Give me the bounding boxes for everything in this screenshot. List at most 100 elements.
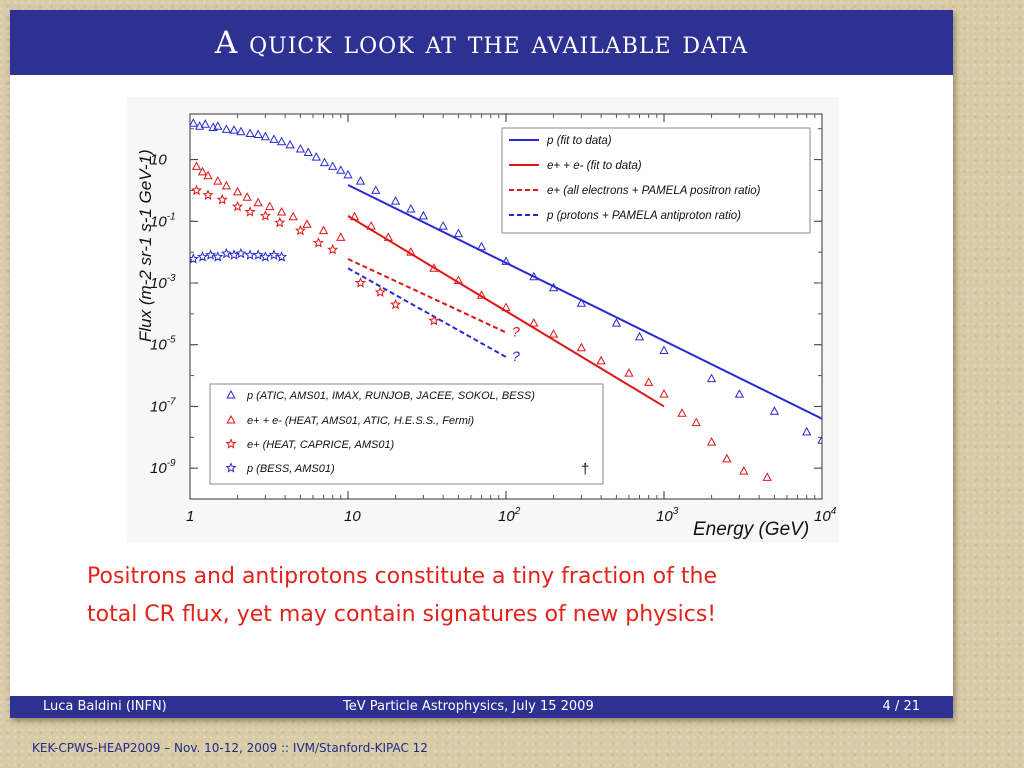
data-point-series-0: [371, 185, 381, 194]
caption: Positrons and antiprotons constitute a t…: [87, 558, 867, 634]
data-point-series-1: [276, 206, 287, 216]
data-point-series-1: [302, 219, 312, 228]
data-point-series-0: [285, 139, 295, 149]
data-point-series-0: [295, 143, 306, 153]
caption-line-2: total CR flux, yet may contain signature…: [87, 602, 717, 627]
data-point-series-0: [438, 221, 448, 230]
data-point-series-1: [691, 417, 701, 427]
fit-line-1: [347, 215, 665, 408]
bottom-credit: KEK-CPWS-HEAP2009 – Nov. 10-12, 2009 :: …: [32, 741, 428, 755]
data-point-series-3: [228, 249, 240, 260]
legend-data-antiproton: p (BESS, AMS01): [246, 463, 335, 475]
data-point-series-2: [202, 189, 214, 200]
data-point-series-2: [244, 206, 256, 217]
data-point-series-1: [336, 232, 346, 241]
caption-line-1: Positrons and antiprotons constitute a t…: [87, 564, 717, 589]
data-point-series-1: [242, 192, 252, 201]
x-tick-label: 104: [814, 506, 837, 525]
data-point-series-3: [220, 247, 232, 259]
data-point-series-1: [429, 263, 439, 272]
data-points: [190, 118, 822, 481]
data-point-series-3: [205, 249, 217, 260]
data-point-series-3: [252, 249, 264, 260]
y-tick-label: 10-7: [150, 396, 176, 415]
data-point-series-3: [276, 251, 288, 262]
data-point-series-0: [501, 256, 511, 265]
data-point-series-1: [576, 342, 587, 352]
data-point-series-0: [343, 169, 353, 179]
data-point-series-1: [644, 377, 654, 386]
data-point-series-1: [406, 247, 416, 256]
data-point-series-0: [213, 121, 223, 130]
data-point-series-1: [366, 221, 376, 230]
data-point-series-0: [303, 147, 313, 156]
legend-data-ee: e+ + e- (HEAT, AMS01, ATIC, H.E.S.S., Fe…: [247, 415, 474, 427]
footer-event: TeV Particle Astrophysics, July 15 2009: [343, 699, 594, 714]
data-point-series-0: [529, 271, 539, 281]
data-point-series-0: [355, 176, 366, 185]
data-point-series-0: [769, 406, 780, 415]
legend-fit-p: p (fit to data): [546, 135, 612, 147]
data-point-series-2: [374, 286, 386, 297]
data-point-series-0: [390, 196, 401, 205]
data-point-series-0: [194, 121, 205, 130]
slide: A quick look at the available data 1 10 10…: [10, 10, 953, 718]
data-point-series-0: [190, 118, 198, 127]
data-point-series-0: [328, 161, 338, 170]
data-point-series-0: [734, 389, 745, 398]
data-point-series-0: [276, 136, 287, 146]
legend-data-p: p (ATIC, AMS01, IMAX, RUNJOB, JACEE, SOK…: [246, 390, 535, 402]
data-point-series-1: [232, 186, 243, 196]
x-tick-label: 103: [656, 506, 679, 525]
data-point-series-0: [476, 241, 487, 251]
y-tick-label: 10-9: [150, 458, 176, 477]
data-point-series-0: [229, 125, 239, 134]
footer-author: Luca Baldini (INFN): [43, 699, 167, 714]
data-point-series-1: [722, 453, 732, 463]
data-point-series-0: [253, 129, 263, 138]
dagger-annotation: †: [581, 461, 589, 478]
footer-page-number: 4 / 21: [882, 699, 920, 714]
data-point-series-1: [213, 176, 223, 185]
data-point-series-1: [318, 225, 329, 235]
data-point-series-0: [236, 126, 246, 136]
data-point-series-0: [576, 298, 587, 307]
data-point-series-1: [596, 355, 606, 365]
data-point-series-0: [221, 124, 232, 133]
x-tick-label: 102: [498, 506, 521, 525]
slide-title: A quick look at the available data: [214, 24, 749, 61]
data-point-series-3: [259, 251, 271, 262]
data-point-series-0: [200, 119, 210, 128]
legend-fit-antiproton: p (protons + PAMELA antiproton ratio): [546, 210, 741, 222]
data-point-series-2: [354, 277, 367, 288]
data-point-series-0: [611, 318, 622, 327]
data-point-series-1: [659, 389, 669, 398]
data-point-series-3: [235, 247, 247, 259]
data-point-series-3: [196, 251, 209, 262]
data-point-series-1: [453, 275, 464, 285]
data-point-series-0: [659, 345, 669, 354]
data-point-series-0: [269, 134, 279, 143]
legend-data-positron: e+ (HEAT, CAPRICE, AMS01): [247, 439, 395, 451]
data-point-series-0: [336, 165, 346, 174]
data-point-series-2: [191, 184, 203, 196]
legend-fit-positron: e+ (all electrons + PAMELA positron rati…: [547, 185, 761, 197]
data-point-series-3: [268, 249, 280, 260]
data-point-series-0: [802, 426, 812, 436]
fit-line-2: [347, 258, 507, 334]
data-point-series-1: [476, 290, 487, 299]
fit-line-3: [347, 267, 507, 358]
data-point-series-2: [428, 314, 440, 326]
data-point-series-2: [390, 298, 402, 310]
x-axis-label: Energy (GeV): [693, 519, 809, 540]
legend-marker-1: [226, 414, 236, 424]
legend-data: p (ATIC, AMS01, IMAX, RUNJOB, JACEE, SOK…: [209, 383, 604, 485]
data-point-series-1: [624, 368, 634, 377]
x-tick-label: 1: [186, 508, 194, 525]
data-point-series-1: [548, 329, 559, 338]
chart-container: 1 10 102 103 104 10 10-1 10-3 10-5 10-7 10-9 p (fi…: [127, 97, 839, 542]
legend-fits: p (fit to data) e+ + e- (fit to data) e+…: [501, 127, 811, 234]
data-point-series-2: [216, 193, 228, 205]
data-point-series-0: [548, 282, 559, 292]
